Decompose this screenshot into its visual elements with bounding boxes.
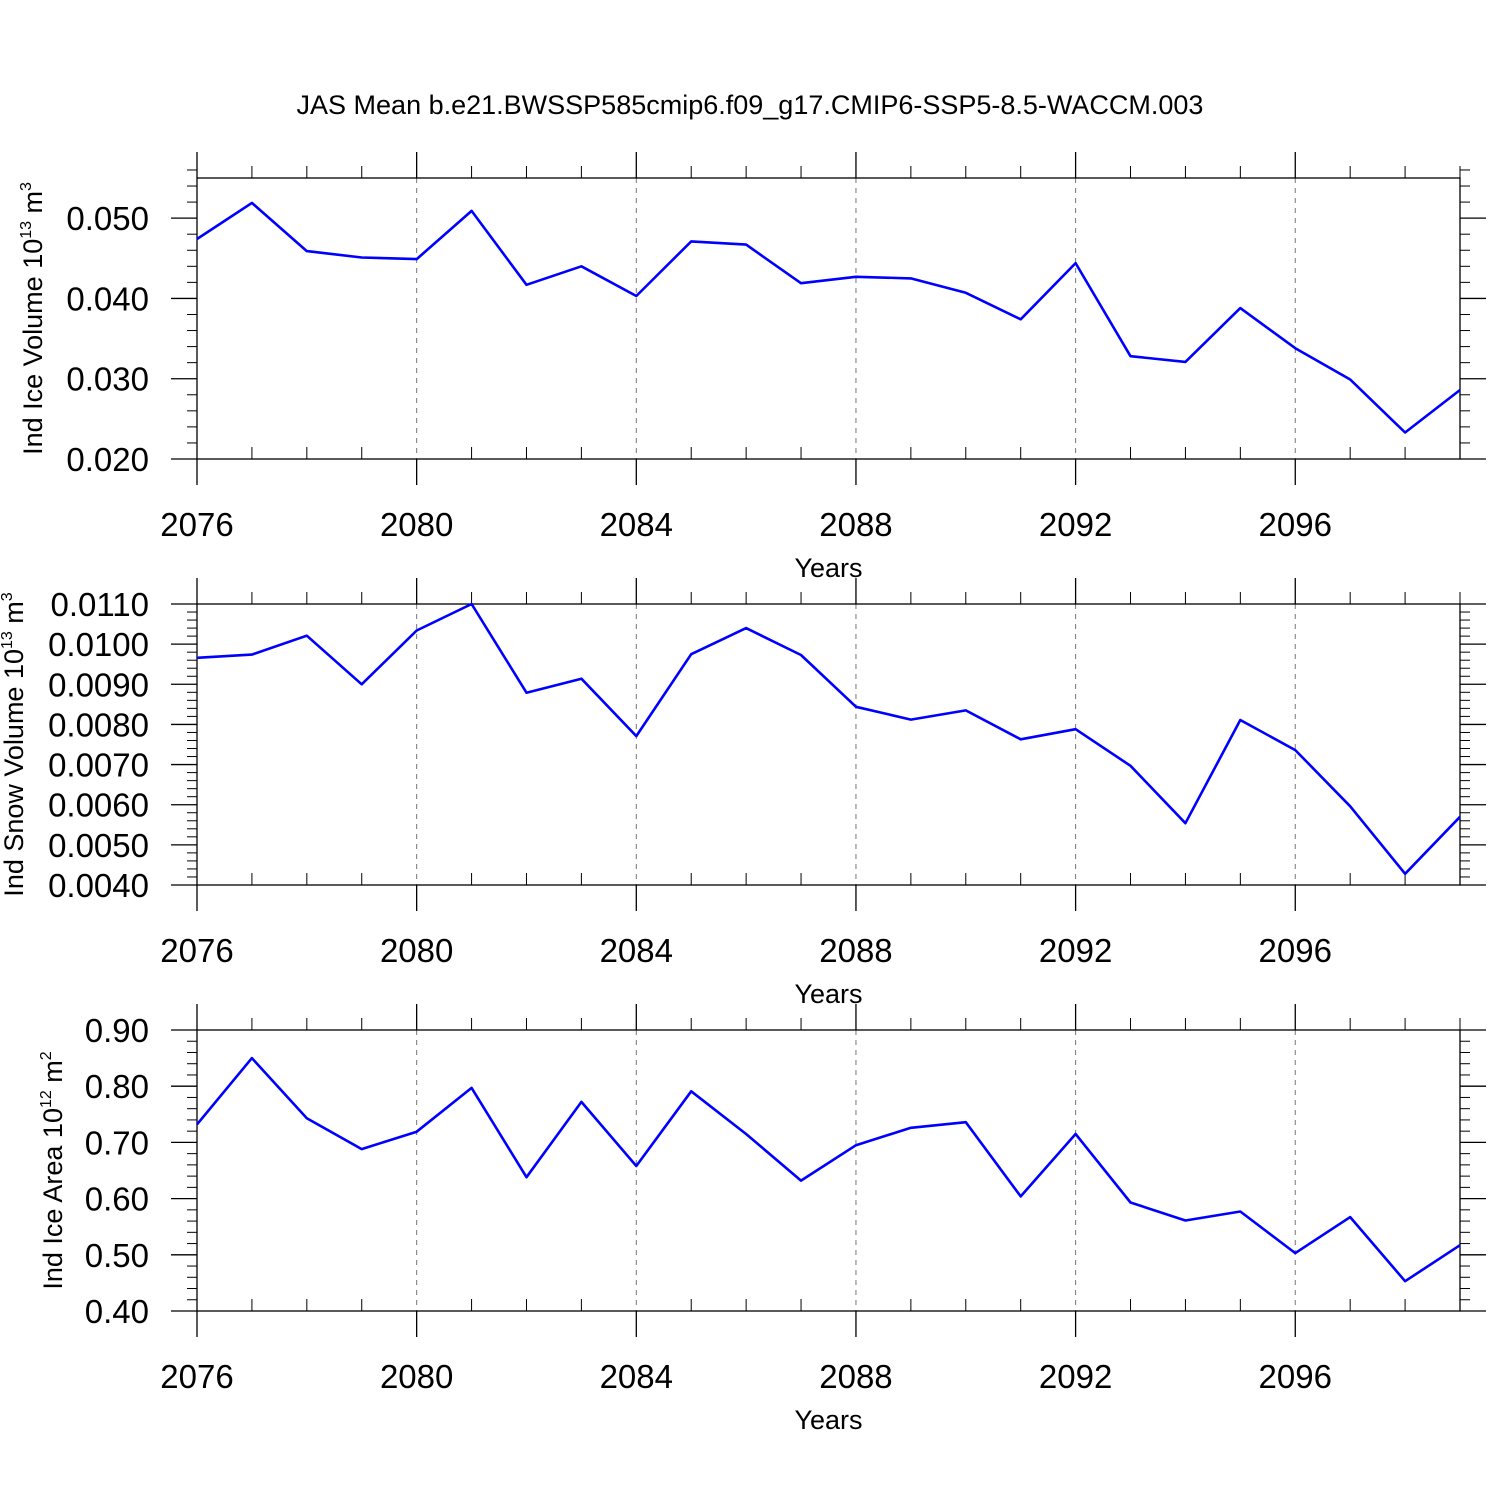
plot-frame [196,1029,1461,1312]
x-axis-title: Years [794,979,862,1009]
y-axis-title-part: m [0,601,29,631]
y-axis-title-part: Ind Ice Area 10 [38,1108,68,1290]
y-tick-label-5: 0.0090 [48,666,149,703]
plot-frame [196,603,1461,886]
x-tick-label-3: 2088 [819,932,892,969]
x-tick-label-3: 2088 [819,1358,892,1395]
plot-frame [196,177,1461,460]
y-tick-label-1: 0.50 [85,1237,149,1274]
series-line [196,602,1461,876]
y-axis-title-superscript: 3 [0,592,16,601]
x-tick-label-3: 2088 [819,506,892,543]
y-tick-label-6: 0.0100 [48,626,149,663]
x-tick-label-5: 2096 [1259,1358,1332,1395]
series-line [195,1056,1461,1283]
panels-group: 2076 2080 2084 2088 2092 2096 0.020 0.030 0.040 0… [0,152,1486,1435]
y-axis-title-part: m [18,191,48,221]
x-tick-label-0: 2076 [160,932,233,969]
y-tick-label-0: 0.020 [66,441,149,478]
y-tick-label-3: 0.050 [66,200,149,237]
x-tick-label-5: 2096 [1259,506,1332,543]
y-axis-title-part: m [38,1060,68,1090]
y-tick-label-1: 0.0050 [48,827,149,864]
y-tick-label-2: 0.60 [85,1181,149,1218]
y-axis-title-part: Ind Snow Volume 10 [0,649,29,897]
panel-1: 2076 2080 2084 2088 2092 2096 0.020 0.030 0.040 0… [18,152,1486,583]
y-axis-title-superscript: 2 [38,1051,55,1060]
x-tick-label-4: 2092 [1039,1358,1112,1395]
x-tick-label-1: 2080 [380,1358,453,1395]
y-tick-label-3: 0.70 [85,1124,149,1161]
x-tick-label-0: 2076 [160,506,233,543]
y-tick-label-7: 0.0110 [51,586,149,623]
y-tick-label-4: 0.0080 [48,706,149,743]
x-tick-label-1: 2080 [380,506,453,543]
x-tick-label-0: 2076 [160,1358,233,1395]
x-tick-label-4: 2092 [1039,932,1112,969]
y-axis-title: Ind Ice Volume 1013 m3 [18,182,48,455]
y-axis-title: Ind Snow Volume 1013 m3 [0,592,29,896]
x-tick-label-2: 2084 [600,506,673,543]
panel-2: 2076 2080 2084 2088 2092 20960.00400.00500.00… [0,578,1486,1009]
y-tick-label-2: 0.0060 [48,787,149,824]
series-line [196,201,1461,434]
x-axis-title: Years [794,553,862,583]
y-tick-label-0: 0.0040 [48,867,149,904]
y-axis-title: Ind Ice Area 1012 m2 [38,1051,68,1289]
panel-3: 2076 2080 2084 2088 2092 2096 0.40 0.50 0.60 0.70… [38,1004,1486,1435]
y-axis-title-superscript: 13 [18,221,35,239]
y-axis-title-superscript: 12 [38,1090,55,1108]
y-tick-label-0: 0.40 [85,1293,149,1330]
y-axis-title-part: Ind Ice Volume 10 [18,239,48,455]
y-axis-title-superscript: 13 [0,631,16,649]
y-tick-label-4: 0.80 [85,1068,149,1105]
chart-main-title: JAS Mean b.e21.BWSSP585cmip6.f09_g17.CMI… [297,90,1204,120]
y-tick-label-3: 0.0070 [48,747,149,784]
y-tick-label-5: 0.90 [85,1012,149,1049]
y-tick-label-1: 0.030 [66,361,149,398]
x-tick-label-5: 2096 [1259,932,1332,969]
x-axis-title: Years [794,1405,862,1435]
x-tick-label-1: 2080 [380,932,453,969]
x-tick-label-2: 2084 [600,1358,673,1395]
y-axis-title-superscript: 3 [18,182,35,191]
y-tick-label-2: 0.040 [66,280,149,317]
x-tick-label-4: 2092 [1039,506,1112,543]
x-tick-label-2: 2084 [600,932,673,969]
